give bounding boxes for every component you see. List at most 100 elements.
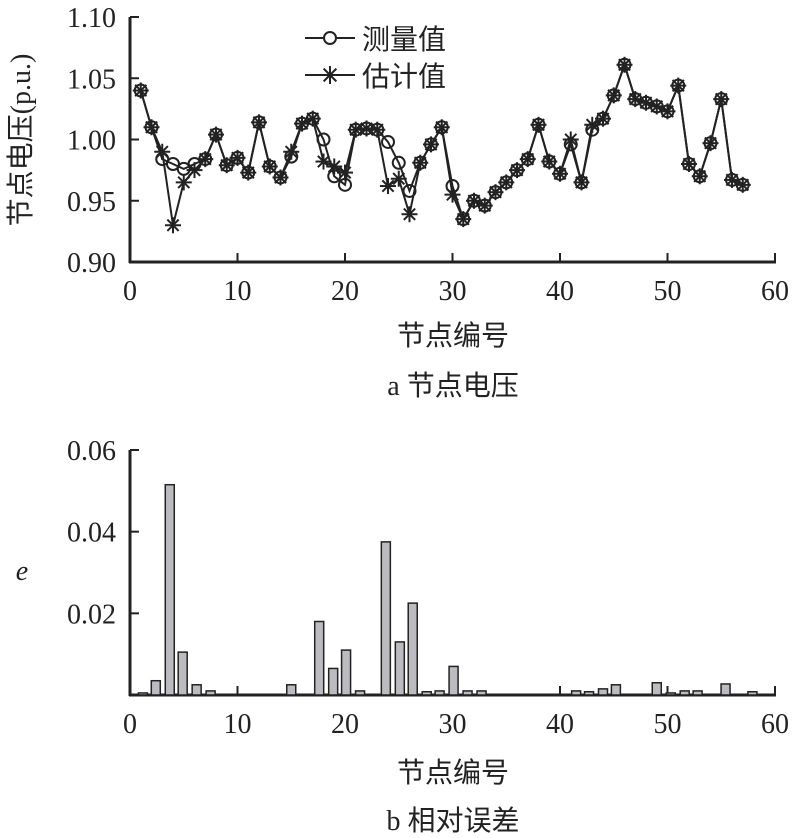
asterisk-stroke (478, 199, 492, 213)
error-bar (434, 690, 445, 696)
asterisk-stroke (231, 151, 244, 165)
asterisk-marker (401, 206, 418, 223)
y-tick-label: 1.00 (67, 126, 116, 157)
x-tick-label: 50 (654, 276, 682, 307)
asterisk-marker (509, 162, 525, 179)
error-bar (407, 602, 418, 696)
asterisk-marker (283, 143, 300, 160)
asterisk-stroke (575, 176, 588, 189)
asterisk-marker (659, 103, 676, 120)
asterisk-stroke (499, 176, 513, 189)
error-bar (747, 690, 758, 696)
circle-marker (391, 155, 406, 170)
asterisk-stroke (435, 120, 449, 134)
asterisk-stroke (736, 178, 750, 192)
x-tick-label: 10 (224, 276, 252, 307)
asterisk-marker (208, 126, 224, 143)
error-bar (476, 690, 487, 696)
y-tick-label: 0.02 (67, 599, 116, 630)
asterisk-stroke (381, 179, 395, 193)
asterisk-stroke (532, 118, 545, 132)
asterisk-stroke (198, 152, 212, 166)
asterisk-stroke (155, 145, 169, 159)
asterisk-marker (530, 116, 547, 133)
asterisk-marker (691, 168, 708, 185)
asterisk-marker (423, 136, 439, 153)
asterisk-stroke (295, 117, 309, 130)
asterisk-stroke (725, 173, 739, 187)
asterisk-stroke (456, 212, 470, 226)
legend-label: 估计值 (362, 61, 446, 93)
error-bar (583, 690, 595, 696)
asterisk-marker (175, 174, 192, 191)
asterisk-stroke (489, 185, 502, 199)
error-chart: 0 10 20 30 40 50 60 0.02 0.04 0.06 (67, 436, 789, 740)
error-bar (354, 690, 366, 696)
error-bar (380, 541, 392, 696)
asterisk-marker (358, 120, 375, 137)
asterisk-stroke (585, 118, 599, 132)
asterisk-marker (681, 156, 697, 172)
error-bar (164, 483, 176, 696)
asterisk-stroke (403, 207, 416, 221)
asterisk-stroke (661, 104, 674, 118)
asterisk-marker (186, 162, 203, 179)
asterisk-stroke (553, 167, 567, 181)
asterisk-marker (272, 169, 289, 186)
asterisk-marker (595, 110, 611, 127)
asterisk-stroke (306, 112, 320, 126)
error-bar (570, 690, 582, 696)
asterisk-stroke (370, 123, 384, 137)
y-tick-label: 0.90 (67, 248, 116, 279)
legend-label: 测量值 (362, 24, 446, 56)
bottom-y-axis-label: e (16, 556, 28, 587)
asterisk-stroke (564, 133, 578, 146)
asterisk-marker (487, 184, 504, 201)
legend-circle-icon (323, 31, 337, 45)
error-bar (679, 690, 690, 696)
asterisk-stroke (241, 166, 255, 179)
error-bar (150, 679, 162, 696)
x-tick-label: 50 (654, 709, 682, 740)
asterisk-marker (702, 135, 719, 152)
error-bar (651, 682, 662, 696)
asterisk-stroke (714, 92, 728, 106)
error-bar (137, 692, 149, 696)
asterisk-marker (229, 149, 246, 166)
asterisk-marker (455, 211, 472, 228)
asterisk-marker (670, 77, 687, 94)
asterisk-stroke (284, 145, 298, 159)
asterisk-marker (380, 178, 396, 195)
asterisk-marker (251, 114, 267, 131)
y-tick-label: 0.06 (67, 436, 116, 467)
asterisk-stroke (682, 157, 696, 171)
asterisk-stroke (252, 115, 266, 129)
asterisk-stroke (596, 112, 610, 126)
asterisk-marker (197, 151, 214, 168)
x-tick-label: 0 (123, 276, 137, 307)
error-bar (286, 684, 297, 696)
asterisk-stroke (521, 152, 535, 166)
top-y-axis-label: 节点电压(p.u.) (5, 54, 37, 227)
asterisk-marker (573, 174, 590, 191)
asterisk-stroke (322, 67, 338, 83)
asterisk-stroke (349, 123, 363, 137)
error-bar (177, 651, 188, 696)
error-bar (692, 690, 703, 696)
asterisk-marker (165, 217, 181, 234)
circle-marker (381, 134, 395, 149)
asterisk-stroke (177, 176, 191, 189)
asterisk-marker (261, 158, 278, 175)
asterisk-stroke (639, 96, 653, 110)
y-tick-label: 0.04 (67, 518, 116, 549)
x-tick-label: 60 (761, 276, 789, 307)
asterisk-stroke (510, 163, 524, 177)
x-tick-label: 30 (439, 276, 467, 307)
asterisk-marker (605, 87, 622, 104)
asterisk-stroke (671, 79, 685, 92)
x-tick-label: 40 (546, 709, 574, 740)
y-tick-label: 0.95 (67, 187, 116, 218)
asterisk-marker (713, 91, 730, 108)
